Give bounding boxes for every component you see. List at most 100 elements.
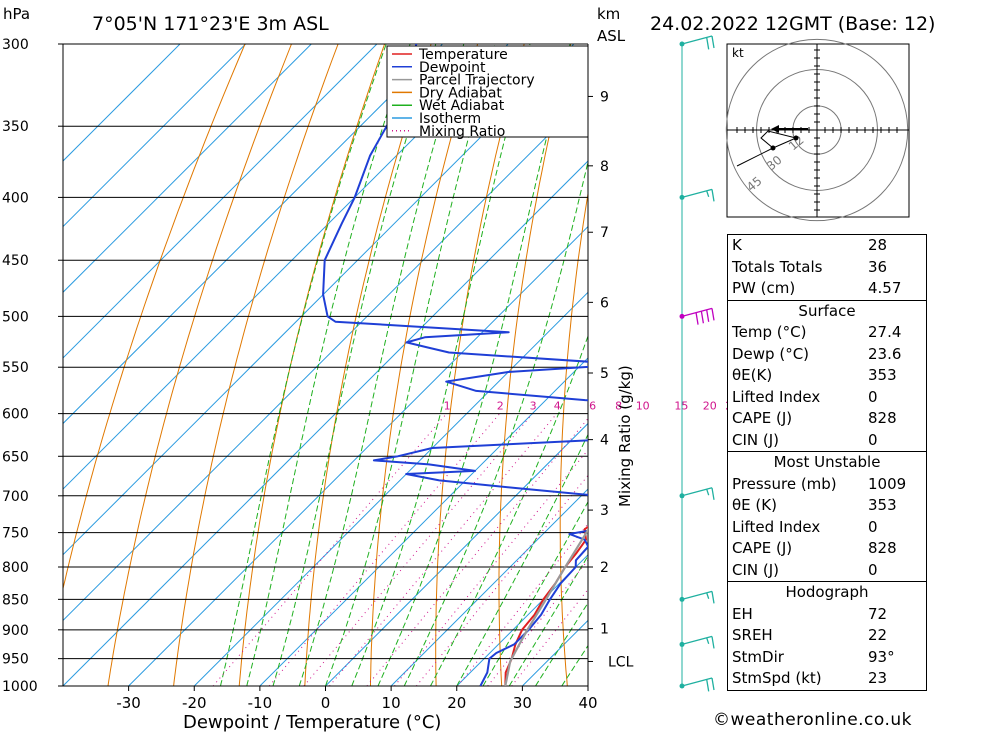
- index-label: StmSpd (kt): [732, 669, 822, 687]
- credit-text: ©weatheronline.co.uk: [713, 710, 913, 730]
- index-value: 0: [868, 387, 878, 406]
- wind-barb-feather: [711, 636, 715, 649]
- index-value: 4.57: [868, 279, 902, 297]
- index-label: Pressure (mb): [732, 474, 837, 493]
- legend-label: Isotherm: [419, 111, 481, 127]
- index-value: 828: [868, 539, 897, 557]
- index-label: θE(K): [732, 366, 773, 384]
- wet-adiabat-line: [403, 159, 588, 686]
- hodograph-trace: [736, 130, 798, 167]
- temp-tick-label: -20: [182, 694, 207, 712]
- dry-adiabat-line: [107, 44, 292, 686]
- pressure-tick-label: 600: [2, 407, 29, 423]
- isotherm-line: [63, 44, 509, 490]
- temp-tick-label: 10: [382, 694, 401, 712]
- mixing-ratio-line: [329, 413, 558, 686]
- indices-table: K 28 Totals Totals 36 PW (cm) 4.57 Surface Te…: [727, 234, 927, 691]
- index-row: Lifted Index 0: [728, 517, 926, 539]
- index-row: Temp (°C) 27.4: [728, 322, 926, 344]
- wind-barb-feather: [711, 189, 715, 202]
- wind-barb: [679, 35, 715, 50]
- series-temperature-line: [504, 526, 588, 686]
- legend-label: Dry Adiabat: [419, 85, 502, 101]
- index-label: Totals Totals: [732, 257, 823, 276]
- index-row: Totals Totals 36: [728, 257, 926, 279]
- mixing-ratio-label: 1: [444, 400, 451, 413]
- wind-barb: [679, 590, 715, 604]
- hodograph-point: [793, 135, 799, 141]
- index-value: 23: [868, 669, 888, 687]
- asl-unit-label: ASL: [597, 27, 626, 45]
- km-tick-label: 7: [600, 225, 609, 241]
- km-tick-label: 9: [600, 89, 609, 105]
- isotherm-line: [63, 44, 181, 162]
- isotherm-line: [259, 357, 588, 686]
- index-label: Temp (°C): [732, 323, 807, 341]
- temp-tick-label: 0: [321, 694, 331, 712]
- index-value: 353: [868, 496, 897, 514]
- mixing-ratio-label: 3: [530, 400, 537, 413]
- pressure-tick-label: 800: [2, 560, 29, 576]
- wind-barb-staff: [681, 677, 713, 687]
- index-label: Dewp (°C): [732, 344, 810, 363]
- wind-barb: [679, 487, 715, 500]
- wind-barb-feather: [706, 679, 710, 692]
- location-title: 7°05'N 171°23'E 3m ASL: [92, 13, 329, 35]
- index-label: CAPE (J): [732, 409, 793, 427]
- isotherm-line: [63, 160, 588, 686]
- wet-adiabat-line: [482, 500, 588, 686]
- wind-profile: [679, 35, 715, 692]
- wind-barb-staff: [681, 35, 713, 45]
- mixing-ratio-line: [416, 474, 588, 686]
- index-row: K 28: [728, 235, 926, 257]
- wet-adiabat-line: [351, 44, 531, 686]
- pressure-tick-label: 1000: [2, 679, 38, 695]
- index-label: PW (cm): [732, 279, 796, 297]
- dry-adiabat-line: [370, 44, 479, 686]
- mixing-ratio-line: [487, 559, 588, 686]
- temp-tick-label: 40: [578, 694, 597, 712]
- km-tick-label: 2: [600, 560, 609, 576]
- wet-adiabat-line: [508, 554, 588, 686]
- wind-barb-feather: [711, 487, 715, 500]
- legend-label: Temperature: [418, 47, 508, 63]
- index-row: Dewp (°C) 23.6: [728, 344, 926, 366]
- index-label: EH: [732, 604, 753, 623]
- wind-barb-feather: [706, 190, 710, 198]
- wet-adiabat-line: [456, 433, 588, 686]
- index-row: StmSpd (kt) 23: [728, 668, 926, 690]
- index-label: SREH: [732, 626, 773, 644]
- series-parcel-trajectory-line: [504, 527, 588, 686]
- isotherm-line: [63, 44, 575, 556]
- km-tick-label: 6: [600, 295, 609, 311]
- wet-adiabat-line: [325, 44, 496, 686]
- index-value: 27.4: [868, 323, 902, 341]
- wind-barb-feather: [695, 312, 699, 325]
- datetime-title: 24.02.2022 12GMT (Base: 12): [650, 13, 935, 35]
- isotherm-line: [63, 44, 443, 425]
- legend-label: Parcel Trajectory: [419, 73, 535, 89]
- legend-label: Wet Adiabat: [419, 98, 505, 114]
- pressure-tick-label: 450: [2, 253, 29, 269]
- wet-adiabat-line: [377, 44, 571, 686]
- wind-barb-feather: [711, 677, 715, 691]
- pressure-tick-label: 650: [2, 449, 29, 465]
- index-value: 23.6: [868, 344, 902, 363]
- index-row: EH 72: [728, 604, 926, 626]
- isotherm-line: [325, 422, 588, 686]
- pressure-tick-label: 550: [2, 360, 29, 376]
- mixing-ratio-label: 4: [554, 400, 561, 413]
- mixing-ratio-label: 10: [636, 400, 650, 413]
- index-value: 22: [868, 626, 888, 644]
- wind-barb-staff: [681, 307, 713, 318]
- pressure-tick-label: 400: [2, 190, 29, 206]
- mixing-ratio-label: 2: [497, 400, 504, 413]
- index-row: PW (cm) 4.57: [728, 278, 926, 300]
- y-axis-title-right: Mixing Ratio (g/kg): [616, 365, 634, 507]
- index-value: 93°: [868, 647, 895, 666]
- pressure-unit-label: hPa: [3, 5, 30, 23]
- mixing-ratio-line: [366, 417, 588, 686]
- dry-adiabat-line: [940, 44, 1000, 686]
